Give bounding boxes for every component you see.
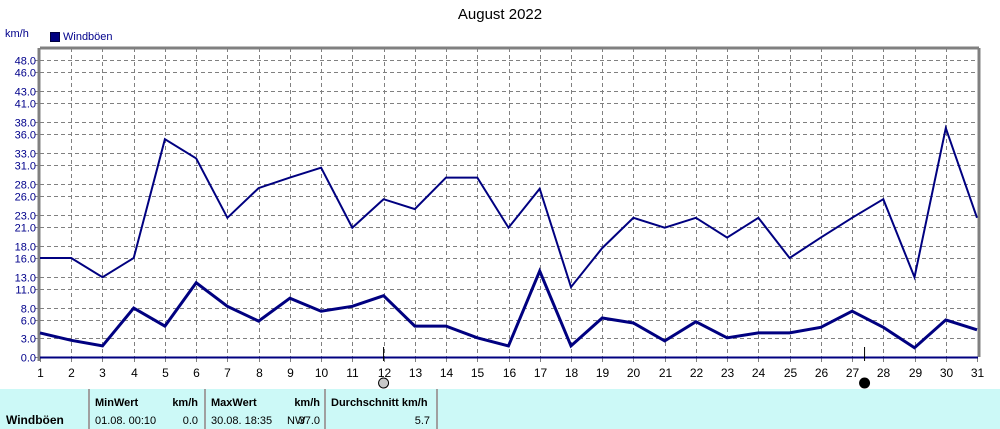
- x-tick-label: 27: [846, 366, 860, 380]
- chart-title: August 2022: [457, 6, 543, 23]
- new-moon-icon: [859, 377, 871, 389]
- y-tick-label: 16.0: [15, 254, 36, 266]
- full-moon-icon: [378, 377, 390, 389]
- x-tick-label: 17: [534, 366, 548, 380]
- x-tick-label: 15: [471, 366, 485, 380]
- x-tick-label: 11: [346, 366, 359, 380]
- min-value: 0.0: [182, 415, 198, 427]
- y-tick-label: 21.0: [15, 223, 36, 235]
- y-tick-label: 33.0: [15, 149, 36, 161]
- y-tick-label: 18.0: [15, 242, 36, 254]
- x-tick-label: 29: [909, 366, 923, 380]
- info-row-label-col: Windböen: [0, 389, 90, 429]
- y-tick-label: 48.0: [15, 56, 36, 68]
- x-tick-label: 31: [971, 366, 985, 380]
- info-min-col: MinWert km/h 01.08. 00:10 0.0: [90, 389, 206, 429]
- min-time: 01.08. 00:10: [95, 415, 157, 427]
- y-tick-label: 8.0: [21, 304, 36, 316]
- x-tick-label: 13: [409, 366, 423, 380]
- info-table: Windböen MinWert km/h 01.08. 00:10 0.0 M…: [0, 389, 1000, 429]
- series-line: [39, 267, 978, 350]
- y-tick-label: 3.0: [21, 334, 36, 346]
- x-tick-label: 20: [627, 366, 641, 380]
- x-tick-label: 25: [784, 366, 798, 380]
- avg-value: 5.7: [414, 415, 430, 427]
- x-tick-label: 24: [752, 366, 766, 380]
- x-tick-label: 1: [37, 366, 44, 380]
- info-empty-col: [438, 389, 1000, 429]
- x-tick-label: 26: [815, 366, 829, 380]
- x-tick-label: 10: [315, 366, 329, 380]
- y-tick-label: 41.0: [15, 99, 36, 111]
- x-tick-label: 2: [68, 366, 75, 380]
- x-tick-label: 6: [193, 366, 200, 380]
- x-tick-label: 21: [659, 366, 673, 380]
- grid: 0.0 3.0 6.08.0 11.013.0 16.018.0 21.023.0 26.0…: [15, 48, 985, 380]
- x-tick-label: 23: [721, 366, 735, 380]
- x-tick-label: 30: [940, 366, 954, 380]
- y-axis-unit: km/h: [5, 28, 29, 40]
- x-tick-label: 19: [596, 366, 610, 380]
- min-unit: km/h: [172, 397, 198, 409]
- y-tick-label: 38.0: [15, 118, 36, 130]
- y-tick-label: 0.0: [21, 353, 36, 365]
- legend-swatch-icon: [50, 32, 60, 42]
- x-tick-label: 14: [440, 366, 454, 380]
- series-line: [40, 124, 978, 290]
- info-avg-col: Durchschnitt km/h 5.7: [326, 389, 438, 429]
- legend: Windböen: [50, 31, 113, 43]
- info-row-label: Windböen: [6, 413, 64, 427]
- y-tick-label: 26.0: [15, 192, 36, 204]
- y-tick-label: 13.0: [15, 273, 36, 285]
- max-direction: NW: [287, 415, 306, 427]
- y-tick-label: 28.0: [15, 180, 36, 192]
- max-unit: km/h: [294, 397, 320, 409]
- legend-label: Windböen: [63, 31, 113, 43]
- y-tick-label: 23.0: [15, 211, 36, 223]
- max-time: 30.08. 18:35: [211, 415, 273, 427]
- x-tick-label: 12: [378, 366, 392, 380]
- x-tick-label: 28: [877, 366, 891, 380]
- x-tick-label: 9: [287, 366, 294, 380]
- x-tick-label: 5: [162, 366, 169, 380]
- chart-plot: 0.0 3.0 6.08.0 11.013.0 16.018.0 21.023.0 26.0…: [15, 46, 985, 389]
- info-max-col: MaxWert km/h 30.08. 18:35 NW 37.0: [206, 389, 326, 429]
- y-tick-label: 11.0: [15, 285, 36, 297]
- x-tick-label: 16: [503, 366, 517, 380]
- x-tick-label: 18: [565, 366, 579, 380]
- x-tick-label: 4: [131, 366, 138, 380]
- max-value: 37.0: [298, 415, 320, 427]
- y-tick-label: 31.0: [15, 161, 36, 173]
- y-tick-label: 43.0: [15, 87, 36, 99]
- x-tick-label: 8: [256, 366, 263, 380]
- x-tick-label: 22: [690, 366, 704, 380]
- y-tick-label: 6.0: [21, 316, 36, 328]
- avg-header: Durchschnitt km/h: [331, 397, 428, 409]
- x-tick-label: 7: [224, 366, 231, 380]
- y-tick-label: 36.0: [15, 130, 36, 142]
- x-tick-label: 3: [99, 366, 106, 380]
- min-header: MinWert: [95, 397, 139, 409]
- max-header: MaxWert: [211, 397, 257, 409]
- y-tick-label: 46.0: [15, 68, 36, 80]
